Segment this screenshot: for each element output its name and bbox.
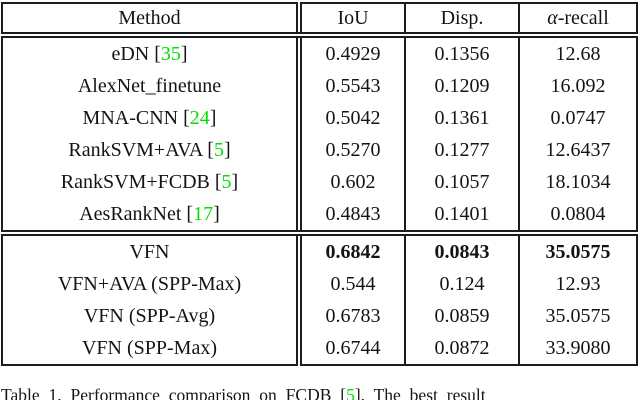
citation-link[interactable]: 5	[213, 138, 224, 161]
disp-cell: 0.1057	[404, 166, 519, 198]
alpha-recall-cell: 35.0575	[518, 300, 637, 332]
iou-cell: 0.6783	[296, 300, 405, 332]
col-header-alpha-recall: α-recall	[518, 3, 637, 38]
caption-text-after: ]. The best result	[354, 385, 486, 400]
method-cell: VFN	[129, 240, 170, 263]
alpha-recall-cell: 33.9080	[518, 332, 637, 365]
citation-link[interactable]: 24	[189, 106, 210, 129]
table-row: RankSVM+FCDB [5] 0.602 0.1057 18.1034	[2, 166, 637, 198]
table-row: VFN (SPP-Max) 0.6744 0.0872 33.9080	[2, 332, 637, 365]
disp-cell: 0.124	[404, 268, 519, 300]
table-row: VFN+AVA (SPP-Max) 0.544 0.124 12.93	[2, 268, 637, 300]
method-cell: eDN [35]	[111, 42, 188, 65]
method-cell: VFN (SPP-Avg)	[83, 304, 216, 327]
alpha-recall-cell: 12.93	[518, 268, 637, 300]
table-row: VFN 0.6842 0.0843 35.0575	[2, 233, 637, 268]
iou-cell: 0.5270	[296, 134, 405, 166]
method-cell: MNA-CNN [24]	[82, 106, 217, 129]
method-cell: AesRankNet [17]	[2, 198, 299, 236]
method-cell: VFN+AVA (SPP-Max)	[57, 272, 242, 295]
table-row: eDN [35] 0.4929 0.1356 12.68	[2, 35, 637, 70]
citation-link[interactable]: 17	[193, 202, 214, 225]
disp-cell: 0.0859	[404, 300, 519, 332]
method-cell: AlexNet_finetune	[77, 74, 222, 97]
table-row: MNA-CNN [24] 0.5042 0.1361 0.0747	[2, 102, 637, 134]
alpha-recall-cell: 0.0804	[518, 198, 637, 236]
method-cell: RankSVM+FCDB [5]	[60, 170, 239, 193]
header-row: Method IoU Disp. α-recall	[2, 3, 637, 38]
iou-cell: 0.4843	[296, 198, 405, 236]
citation-link[interactable]: 35	[160, 42, 181, 65]
disp-cell: 0.0843	[404, 233, 519, 268]
table-caption: Table 1. Performance comparison on FCDB …	[1, 385, 640, 400]
table-row: VFN (SPP-Avg) 0.6783 0.0859 35.0575	[2, 300, 637, 332]
alpha-recall-cell: 12.68	[518, 35, 637, 70]
results-table: Method IoU Disp. α-recall eDN [35] 0.4929…	[1, 2, 638, 366]
citation-link[interactable]: 5	[221, 170, 232, 193]
iou-cell: 0.6744	[296, 332, 405, 365]
iou-cell: 0.602	[296, 166, 405, 198]
method-cell: VFN (SPP-Max)	[81, 336, 218, 359]
iou-cell: 0.5543	[296, 70, 405, 102]
table-row: AlexNet_finetune 0.5543 0.1209 16.092	[2, 70, 637, 102]
method-cell: RankSVM+AVA [5]	[68, 138, 231, 161]
caption-text-before: Table 1. Performance comparison on FCDB …	[1, 385, 347, 400]
recall-label: -recall	[557, 6, 609, 29]
disp-cell: 0.1401	[404, 198, 519, 236]
disp-cell: 0.1277	[404, 134, 519, 166]
alpha-recall-cell: 16.092	[518, 70, 637, 102]
table-row: AesRankNet [17] 0.4843 0.1401 0.0804	[2, 198, 637, 236]
col-header-iou: IoU	[296, 3, 405, 38]
alpha-symbol: α	[547, 6, 558, 29]
table-row: RankSVM+AVA [5] 0.5270 0.1277 12.6437	[2, 134, 637, 166]
col-header-method: Method	[2, 3, 299, 38]
alpha-recall-cell: 12.6437	[518, 134, 637, 166]
alpha-recall-cell: 0.0747	[518, 102, 637, 134]
iou-cell: 0.5042	[296, 102, 405, 134]
disp-cell: 0.1356	[404, 35, 519, 70]
citation-link[interactable]: 5	[346, 385, 355, 400]
iou-cell: 0.4929	[296, 35, 405, 70]
iou-cell: 0.544	[296, 268, 405, 300]
disp-cell: 0.1209	[404, 70, 519, 102]
disp-cell: 0.0872	[404, 332, 519, 365]
table-body: eDN [35] 0.4929 0.1356 12.68 AlexNet_finetun…	[2, 35, 637, 365]
iou-cell: 0.6842	[296, 233, 405, 268]
disp-cell: 0.1361	[404, 102, 519, 134]
alpha-recall-cell: 35.0575	[518, 233, 637, 268]
col-header-disp: Disp.	[404, 3, 519, 38]
alpha-recall-cell: 18.1034	[518, 166, 637, 198]
